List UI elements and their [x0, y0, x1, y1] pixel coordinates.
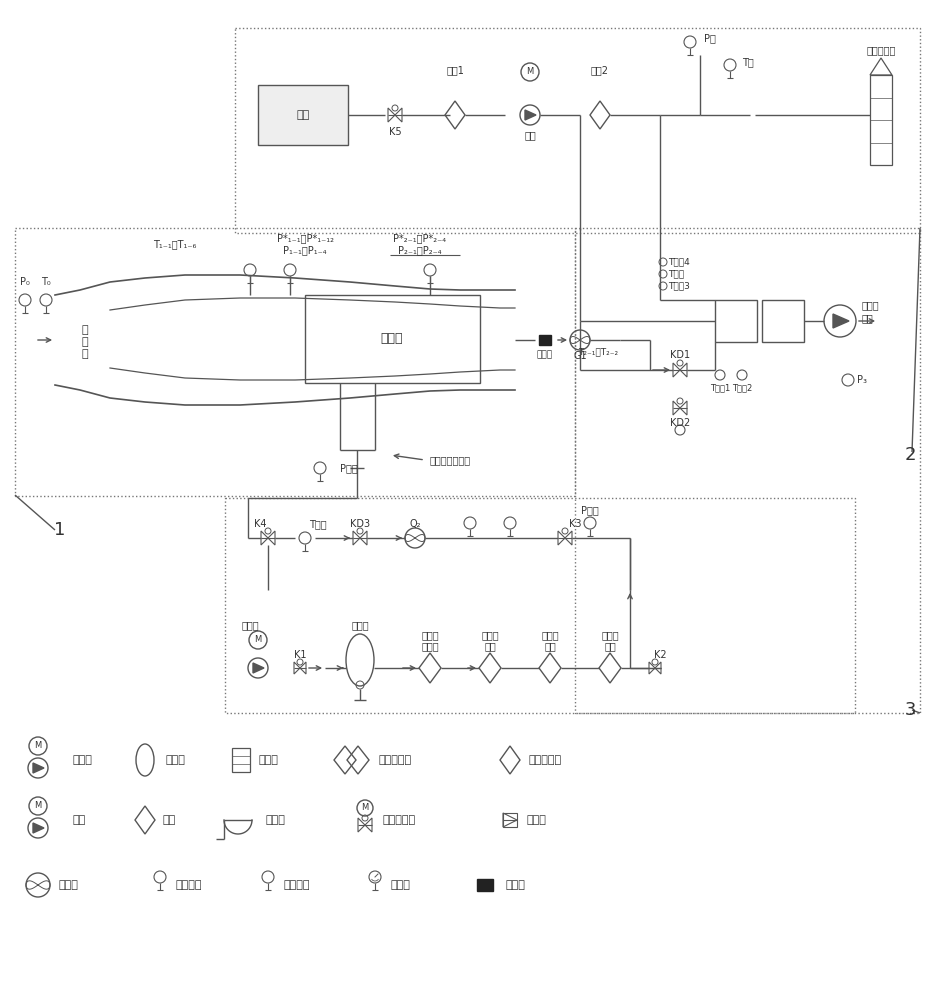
Text: P水: P水: [704, 33, 716, 43]
Bar: [15, 228, 575, 496]
Bar: [225, 498, 855, 713]
Text: M: M: [254, 636, 262, 645]
Text: 空压机: 空压机: [72, 755, 92, 765]
Text: P₁₋₁～P₁₋₄: P₁₋₁～P₁₋₄: [283, 245, 326, 255]
Polygon shape: [525, 110, 536, 120]
Text: KD1: KD1: [670, 350, 690, 360]
Text: 电动调节阀: 电动调节阀: [382, 815, 415, 825]
Text: 储气罐: 储气罐: [165, 755, 184, 765]
Text: M: M: [34, 742, 42, 750]
Text: M: M: [526, 68, 534, 77]
Text: T防冰: T防冰: [309, 519, 326, 529]
Text: 除尘过: 除尘过: [541, 630, 559, 640]
Text: T₀: T₀: [41, 277, 51, 287]
Text: P₀: P₀: [20, 277, 30, 287]
Text: 温度测点: 温度测点: [175, 880, 201, 890]
Text: 空压机: 空压机: [241, 620, 259, 630]
Polygon shape: [833, 314, 849, 328]
Polygon shape: [253, 663, 264, 673]
Text: 水滤1: 水滤1: [447, 65, 464, 75]
Text: M: M: [361, 804, 369, 812]
Text: 鼓风机: 鼓风机: [265, 815, 285, 825]
Text: P*₂₋₁～P*₂₋₄: P*₂₋₁～P*₂₋₄: [394, 233, 447, 243]
Text: K3: K3: [569, 519, 581, 529]
Text: 滤器: 滤器: [544, 641, 556, 651]
Bar: [232, 748, 250, 772]
Text: 燥器: 燥器: [484, 641, 496, 651]
Bar: [575, 228, 920, 713]
Text: 过滤器: 过滤器: [421, 641, 439, 651]
Text: P气源: P气源: [581, 505, 599, 515]
Text: 流量计: 流量计: [58, 880, 78, 890]
Bar: [305, 295, 480, 383]
Text: 水泵: 水泵: [72, 815, 85, 825]
Text: 水泵: 水泵: [524, 130, 535, 140]
Text: T轴承2: T轴承2: [732, 383, 752, 392]
Text: 主气流: 主气流: [862, 300, 880, 310]
Text: 试验件: 试验件: [380, 332, 403, 346]
Text: T绕组: T绕组: [668, 269, 684, 278]
Text: 储气罐: 储气罐: [351, 620, 369, 630]
Text: T轴承3: T轴承3: [668, 282, 690, 290]
Text: T₂₋₁、T₂₋₂: T₂₋₁、T₂₋₂: [578, 348, 618, 357]
Text: 进: 进: [81, 325, 88, 335]
Text: 消声器: 消声器: [258, 755, 278, 765]
Text: G1: G1: [573, 351, 587, 361]
Text: T轴承1: T轴承1: [710, 383, 730, 392]
Text: 空气干燥器: 空气干燥器: [378, 755, 412, 765]
Text: 微油雾: 微油雾: [421, 630, 439, 640]
Text: 风机: 风机: [862, 313, 874, 323]
Bar: [762, 300, 804, 342]
Text: 滤器: 滤器: [604, 641, 616, 651]
Text: K4: K4: [254, 519, 266, 529]
Text: P防冰: P防冰: [340, 463, 358, 473]
Text: Q₂: Q₂: [410, 519, 421, 529]
Text: 精密过: 精密过: [602, 630, 619, 640]
Polygon shape: [33, 763, 44, 773]
Text: 整流器: 整流器: [505, 880, 525, 890]
Bar: [539, 335, 551, 345]
Text: P*₁₋₁～P*₁₋₁₂: P*₁₋₁～P*₁₋₁₂: [276, 233, 334, 243]
Text: 截止阀: 截止阀: [526, 815, 546, 825]
Text: P₃: P₃: [857, 375, 867, 385]
Text: K5: K5: [389, 127, 401, 137]
Text: 1: 1: [54, 521, 65, 539]
Text: 水滤2: 水滤2: [591, 65, 609, 75]
Text: 3: 3: [904, 701, 916, 719]
Text: K1: K1: [294, 650, 307, 660]
Bar: [715, 300, 757, 342]
Text: M: M: [34, 802, 42, 810]
Text: K2: K2: [654, 650, 666, 660]
Text: T水: T水: [742, 57, 754, 67]
Text: T轴承4: T轴承4: [668, 257, 690, 266]
Text: 防冰引气管接口: 防冰引气管接口: [430, 455, 471, 465]
Text: 排气消声器: 排气消声器: [867, 45, 896, 55]
Text: T₁₋₁～T₁₋₆: T₁₋₁～T₁₋₆: [153, 239, 197, 249]
Polygon shape: [33, 823, 44, 833]
Text: 空气过滤器: 空气过滤器: [528, 755, 561, 765]
Text: 整流器: 整流器: [537, 351, 553, 360]
Text: 2: 2: [904, 446, 916, 464]
Text: 水池: 水池: [296, 110, 309, 120]
Bar: [477, 879, 493, 891]
Bar: [870, 75, 892, 165]
Text: 水滤: 水滤: [162, 815, 175, 825]
Text: KD3: KD3: [350, 519, 370, 529]
Text: 气: 气: [81, 337, 88, 347]
Text: 压力表: 压力表: [390, 880, 410, 890]
Text: KD2: KD2: [670, 418, 691, 428]
Text: P₂₋₁～P₂₋₄: P₂₋₁～P₂₋₄: [398, 245, 442, 255]
Bar: [235, 28, 920, 233]
Text: 道: 道: [81, 349, 88, 359]
Text: 空气干: 空气干: [482, 630, 499, 640]
Bar: [258, 85, 348, 145]
Text: 压力测点: 压力测点: [283, 880, 309, 890]
